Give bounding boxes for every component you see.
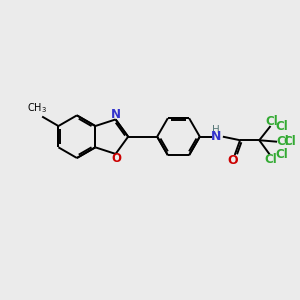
Text: Cl: Cl	[277, 135, 289, 148]
Text: Cl: Cl	[275, 148, 288, 161]
Text: O: O	[111, 152, 121, 165]
Text: H: H	[212, 125, 220, 135]
Text: O: O	[228, 154, 238, 167]
Text: N: N	[111, 108, 121, 121]
Text: Cl: Cl	[266, 115, 278, 128]
Text: Cl: Cl	[276, 119, 289, 133]
Text: Cl: Cl	[284, 135, 296, 148]
Text: $\mathregular{CH_3}$: $\mathregular{CH_3}$	[27, 101, 47, 115]
Text: Cl: Cl	[265, 153, 278, 166]
Text: N: N	[211, 130, 221, 143]
